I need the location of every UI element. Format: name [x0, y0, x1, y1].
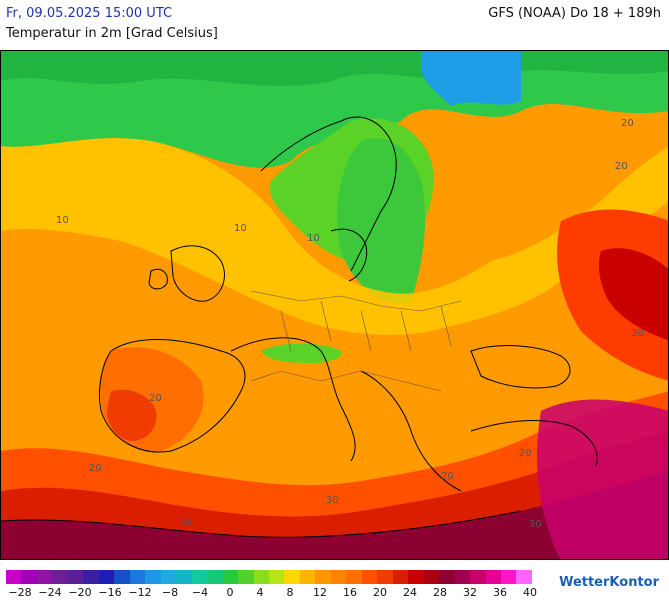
- legend-ticks: −28 −24 −20 −16 −12 −8 −4 0 4 8 12 16 20 24 28 32 36 40: [6, 586, 537, 600]
- legend-swatch: [454, 570, 471, 584]
- legend-swatch: [129, 570, 146, 584]
- legend-swatch: [330, 570, 347, 584]
- contour-label: 20: [441, 471, 454, 482]
- legend-swatch: [485, 570, 501, 584]
- legend-swatch: [361, 570, 378, 584]
- contour-labels: 10 10 10 20 20 20 20 30 30 30 30 20 20: [56, 118, 644, 530]
- legend-swatch: [392, 570, 409, 584]
- balkans-coast: [360, 370, 462, 492]
- black-sea-coast: [470, 345, 571, 389]
- legend-swatch: [253, 570, 269, 584]
- legend-swatch: [160, 570, 177, 584]
- legend-swatch: [423, 570, 440, 584]
- legend-tick-label: 20: [373, 586, 387, 599]
- turkey-coast: [470, 420, 598, 467]
- legend-swatch: [408, 570, 424, 584]
- cool-alps: [261, 343, 342, 363]
- middle-east-heat: [537, 399, 668, 559]
- legend-tick-label: 24: [403, 586, 417, 599]
- legend-swatch: [98, 570, 115, 584]
- ireland-coast: [148, 268, 168, 290]
- contour-label: 20: [149, 393, 162, 404]
- legend-tick-label: 16: [343, 586, 357, 599]
- color-legend: [6, 570, 532, 584]
- legend-tick-label: −12: [128, 586, 152, 599]
- north-africa-coast: [1, 510, 522, 538]
- mild-zone: [1, 138, 668, 335]
- contour-label: 10: [234, 223, 247, 234]
- legend-swatch: [346, 570, 362, 584]
- legend-swatch: [284, 570, 300, 584]
- legend-tick-label: −24: [38, 586, 62, 599]
- contour-label: 20: [621, 118, 634, 129]
- contour-label: 20: [89, 463, 102, 474]
- legend-swatch: [501, 570, 517, 584]
- legend-swatch: [114, 570, 130, 584]
- borders: [250, 290, 462, 392]
- britain-coast: [170, 245, 225, 302]
- baltic-coast: [330, 228, 368, 282]
- contour-label: 10: [307, 233, 320, 244]
- legend-tick-label: 12: [313, 586, 327, 599]
- cool-baltic: [337, 138, 426, 303]
- legend-swatch: [268, 570, 285, 584]
- legend-swatch: [299, 570, 316, 584]
- hottest-south: [1, 471, 668, 559]
- legend-swatch: [315, 570, 331, 584]
- contour-label: 30: [179, 518, 192, 529]
- valid-time: Fr, 09.05.2025 15:00 UTC: [6, 6, 173, 21]
- legend-swatch: [83, 570, 99, 584]
- legend-tick-label: 40: [523, 586, 537, 599]
- legend-tick-label: −8: [161, 586, 179, 599]
- temperature-map: 10 10 10 20 20 20 20 30 30 30 30 20 20: [0, 50, 669, 560]
- legend-swatch: [439, 570, 455, 584]
- map-subtitle: Temperatur in 2m [Grad Celsius]: [6, 26, 218, 41]
- legend-swatch: [176, 570, 192, 584]
- legend-tick-label: 0: [226, 586, 234, 599]
- legend-tick-label: 8: [286, 586, 294, 599]
- legend-swatch: [145, 570, 161, 584]
- legend-swatch: [6, 570, 22, 584]
- contour-label: 30: [326, 495, 339, 506]
- legend-swatch: [67, 570, 84, 584]
- legend-swatch: [191, 570, 208, 584]
- scandinavia-coast: [260, 116, 397, 272]
- legend-swatch: [207, 570, 223, 584]
- legend-swatch: [222, 570, 239, 584]
- legend-swatch: [516, 570, 532, 584]
- contour-label: 30: [529, 519, 542, 530]
- contour-label: 10: [56, 215, 69, 226]
- iberia-hot: [106, 389, 157, 441]
- legend-swatch: [52, 570, 68, 584]
- legend-tick-label: −4: [191, 586, 209, 599]
- map-canvas: 10 10 10 20 20 20 20 30 30 30 30 20 20: [1, 51, 668, 559]
- legend-swatch: [36, 570, 53, 584]
- contour-label: 20: [519, 448, 532, 459]
- wetterkontor-logo: WetterKontor: [559, 575, 659, 590]
- legend-swatch: [470, 570, 486, 584]
- legend-tick-label: −20: [68, 586, 92, 599]
- legend-tick-label: −28: [8, 586, 32, 599]
- model-run: GFS (NOAA) Do 18 + 189h: [488, 6, 661, 21]
- legend-swatch: [238, 570, 254, 584]
- legend-swatch: [377, 570, 393, 584]
- contour-label: 20: [615, 161, 628, 172]
- legend-tick-label: 36: [493, 586, 507, 599]
- legend-tick-label: 28: [433, 586, 447, 599]
- very-hot-east: [598, 248, 668, 341]
- france-italy-coast: [230, 337, 356, 462]
- coastlines: [1, 116, 598, 538]
- iberia-coast: [98, 339, 246, 453]
- contour-label: 30: [631, 328, 644, 339]
- legend-swatch: [21, 570, 37, 584]
- cold-arctic-patch: [421, 51, 521, 106]
- legend-tick-label: 4: [256, 586, 264, 599]
- legend-tick-label: 32: [463, 586, 477, 599]
- legend-tick-label: −16: [98, 586, 122, 599]
